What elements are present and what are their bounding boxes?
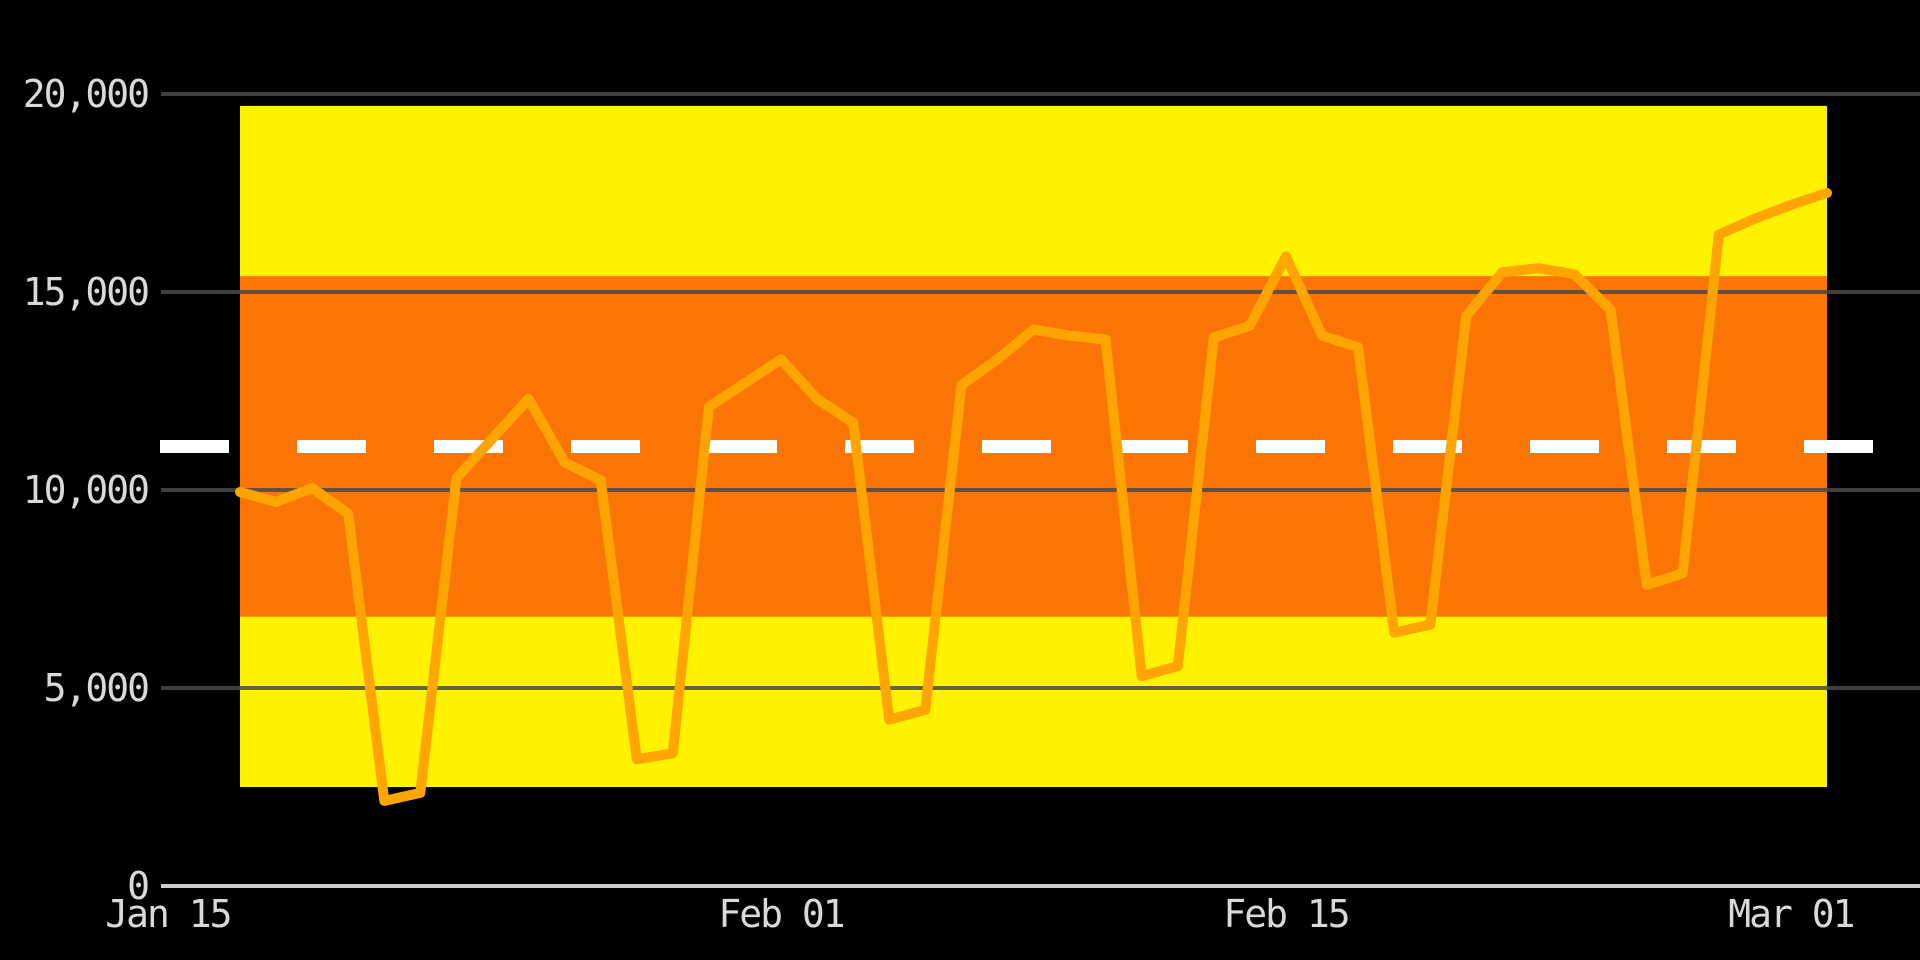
y-axis-tick-label: 20,000 [23, 72, 148, 116]
x-axis-tick-label: Feb 15 [1223, 892, 1348, 936]
y-axis-tick-label: 0 [127, 864, 148, 908]
data-line [235, 188, 1832, 806]
x-axis-tick-label: Jan 15 [105, 892, 230, 936]
y-axis-tick-label: 5,000 [44, 666, 149, 710]
x-axis-tick-label: Mar 01 [1728, 892, 1853, 936]
y-axis-tick-label: 15,000 [23, 270, 148, 314]
y-axis-tick-label: 10,000 [23, 468, 148, 512]
x-axis-tick-label: Feb 01 [718, 892, 843, 936]
